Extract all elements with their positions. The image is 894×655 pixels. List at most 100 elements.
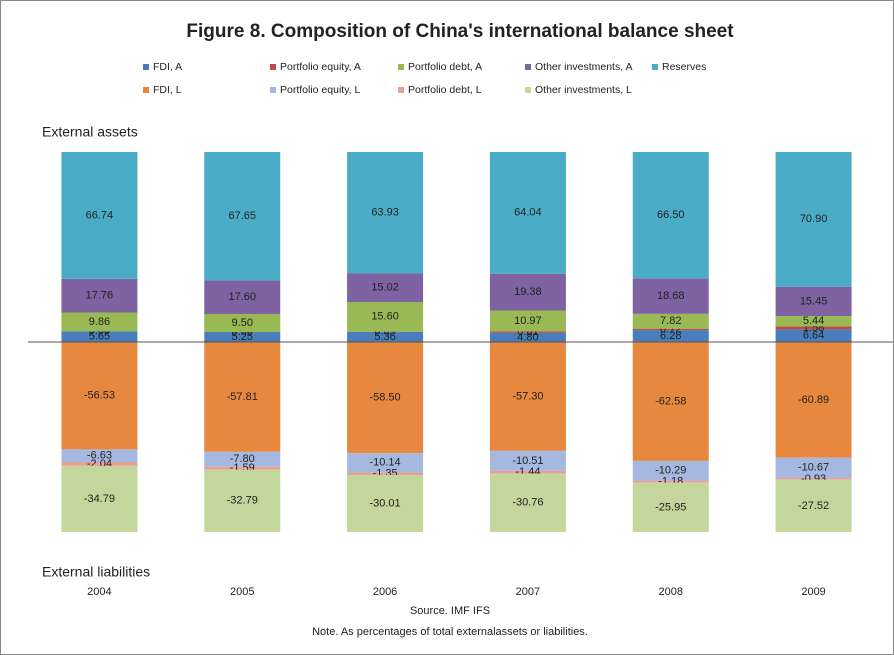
data-label: -30.76 [512,497,543,509]
data-label: -56.53 [84,390,115,402]
bar-segment [632,330,709,342]
bar-segment [204,313,281,333]
data-label: 5.36 [374,331,395,343]
bar-segment [204,451,281,467]
bar-segment [204,466,281,470]
bar-segment [632,278,709,314]
data-label: 18.68 [657,290,685,302]
bar-segment [632,328,709,331]
data-label: 19.38 [514,286,542,298]
data-label: 5.25 [232,331,253,343]
data-label: -27.52 [798,500,829,512]
data-label: -30.01 [369,497,400,509]
legend-swatch [652,64,658,70]
data-label: 17.76 [86,290,114,302]
data-label: 15.45 [800,295,828,307]
bar-segment [61,278,138,313]
bar-segment [489,342,566,451]
data-label: -25.95 [655,501,686,513]
bar-segment [632,152,709,279]
bar-segment [61,331,138,342]
bar-segment [204,152,281,281]
legend-swatch [525,87,531,93]
data-label: 66.74 [86,209,114,221]
data-label: 15.02 [371,282,399,294]
data-label: -57.30 [512,390,543,402]
source: Source. IMF IFS [410,605,490,617]
data-label: 6.64 [803,330,824,342]
legend-swatch [143,64,149,70]
bar-segment [632,460,709,481]
bar-segment [347,331,424,342]
bar-segment [775,342,852,458]
data-label: -7.80 [230,453,255,465]
data-label: 4.80 [517,331,538,343]
x-tick-label: 2005 [230,586,254,598]
bar-segment [775,326,852,330]
data-label: 17.60 [228,291,256,303]
bar-segment [204,280,281,314]
bar-segment [775,479,852,533]
data-label: 70.90 [800,213,828,225]
bar-segment [347,273,424,303]
data-label: -34.79 [84,493,115,505]
data-label: 10.97 [514,315,542,327]
lower-label: External liabilities [42,564,150,580]
bar-segment [632,313,709,329]
bar-segment [489,331,566,333]
x-tick-label: 2006 [373,586,397,598]
bar-segment [347,472,424,475]
data-label: -60.89 [798,394,829,406]
data-label: 64.04 [514,207,542,219]
data-label: 9.50 [232,317,253,329]
legend-swatch [270,87,276,93]
legend-label: Portfolio equity, L [280,84,361,96]
bar-segment [489,152,566,274]
note: Note. As percentages of total externalas… [312,626,588,638]
data-label: -32.79 [227,495,258,507]
bar-segment [489,273,566,311]
bar-segment [347,342,424,454]
bar-segment [61,462,138,466]
x-tick-label: 2009 [801,586,825,598]
data-label: -58.50 [369,391,400,403]
data-label: 67.65 [228,210,256,222]
data-label: 9.86 [89,316,110,328]
data-label: -10.67 [798,462,829,474]
data-label: 5.44 [803,315,824,327]
data-label: 15.60 [371,311,399,323]
data-label: 7.82 [660,315,681,327]
bar-segment [61,449,138,463]
data-label: 66.50 [657,209,685,221]
bar-segment [775,457,852,478]
data-label: -10.14 [369,457,400,469]
legend-label: FDI, L [153,84,182,96]
bar-segment [204,342,281,452]
data-label: -57.81 [227,391,258,403]
bar-segment [775,151,852,287]
data-label: 63.93 [371,207,399,219]
x-tick-label: 2008 [659,586,683,598]
bar-segment [347,152,424,274]
legend-label: FDI, A [153,61,182,73]
legend-label: Portfolio debt, A [408,61,482,73]
data-label: -10.51 [512,455,543,467]
bar-segment [347,302,424,332]
data-label: 6.28 [660,330,681,342]
x-tick-label: 2004 [87,586,111,598]
bar-segment [775,477,852,480]
bar-segment [489,473,566,533]
bar-segment [204,469,281,532]
bar-segment [61,312,138,332]
bar-segment [61,465,138,532]
bar-segment [775,329,852,342]
bar-segment [347,453,424,473]
bar-segment [61,342,138,450]
data-label: 5.65 [89,331,110,343]
legend-swatch [398,64,404,70]
x-tick-label: 2007 [516,586,540,598]
legend-swatch [398,87,404,93]
legend-label: Other investments, L [535,84,632,96]
